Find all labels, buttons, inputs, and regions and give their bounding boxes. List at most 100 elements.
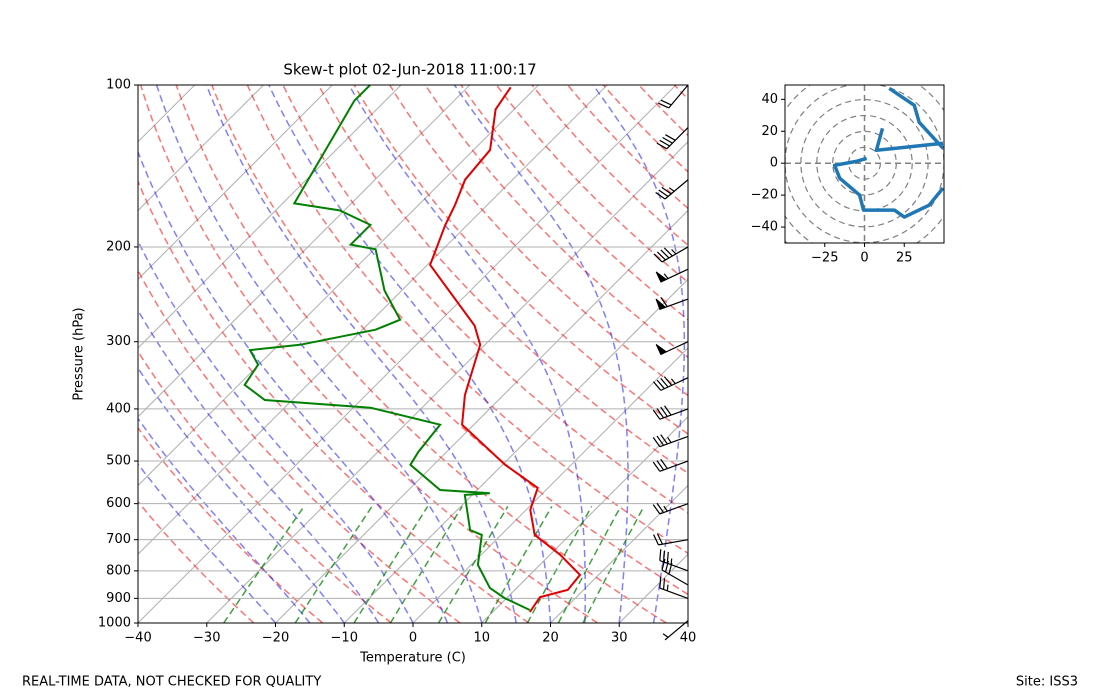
- profile-line: [243, 85, 531, 611]
- wind-barb: [652, 458, 689, 472]
- mixing-ratio-line: [582, 506, 645, 623]
- barb-staff: [659, 549, 689, 572]
- y-tick-label: −40: [751, 220, 778, 235]
- isotherm: [275, 209, 688, 623]
- wind-barb: [655, 179, 689, 200]
- x-tick-label: 20: [542, 631, 559, 646]
- moist-adiabat: [453, 85, 629, 623]
- dry-adiabat: [138, 426, 324, 623]
- dry-adiabat: [673, 85, 688, 100]
- barb-staff: [659, 576, 689, 599]
- isotherm: [138, 85, 539, 487]
- barb-staff: [652, 376, 689, 391]
- wind-barb: [655, 268, 689, 283]
- x-tick-label: −20: [262, 631, 289, 646]
- x-tick-label: 10: [473, 631, 490, 646]
- mixing-ratio-line: [557, 506, 622, 623]
- y-tick-label: 400: [106, 401, 131, 416]
- barb-staff: [662, 620, 689, 641]
- mixing-ratio-line: [353, 505, 429, 623]
- barb-staff: [652, 405, 689, 420]
- barb-staff: [652, 458, 689, 472]
- moist-adiabat: [205, 85, 517, 623]
- isotherm: [618, 553, 688, 623]
- mixing-ratio-line: [526, 506, 593, 623]
- dry-adiabat: [246, 85, 688, 555]
- isotherm: [138, 85, 608, 555]
- barb-staff: [661, 558, 689, 586]
- dry-adiabat: [389, 85, 688, 397]
- moist-adiabat: [138, 417, 311, 623]
- moist-adiabat: [155, 85, 483, 623]
- x-tick-label: −25: [811, 251, 838, 266]
- x-tick-label: −40: [124, 631, 151, 646]
- mixing-ratio-line: [223, 505, 305, 623]
- isotherm: [343, 278, 688, 623]
- moist-adiabat: [348, 85, 587, 623]
- isotherm: [0, 85, 57, 623]
- profile-line: [428, 86, 582, 613]
- x-axis-label: Temperature (C): [359, 651, 466, 666]
- dry-adiabat: [495, 85, 688, 284]
- background-lines: [0, 85, 1100, 623]
- chart-title: Skew-t plot 02-Jun-2018 11:00:17: [283, 61, 536, 79]
- hodograph-line: [832, 86, 944, 219]
- dry-adiabat: [139, 85, 599, 623]
- footer-note: REAL-TIME DATA, NOT CHECKED FOR QUALITY: [22, 675, 321, 690]
- barb-flag: [655, 271, 668, 283]
- y-tick-label: 20: [761, 124, 778, 139]
- barb-staff: [655, 179, 689, 200]
- x-tick-label: 25: [896, 251, 913, 266]
- mixing-ratio-line: [484, 506, 553, 623]
- wind-barb: [661, 558, 689, 586]
- isotherm: [138, 85, 264, 212]
- dry-adiabat: [211, 85, 688, 596]
- barb-staff: [658, 84, 689, 109]
- y-tick-label: 800: [106, 563, 131, 578]
- wind-barb: [656, 127, 689, 150]
- mixing-ratio-line: [437, 506, 509, 623]
- isotherm: [550, 484, 688, 623]
- y-tick-label: 1000: [98, 616, 131, 631]
- wind-barb: [653, 246, 689, 263]
- dry-adiabat: [710, 85, 1100, 623]
- dry-adiabat: [138, 179, 530, 623]
- dry-adiabat: [138, 350, 392, 623]
- isotherm: [138, 85, 677, 623]
- isotherm: [206, 141, 688, 623]
- y-tick-label: 700: [106, 532, 131, 547]
- axes-frame: [137, 84, 689, 624]
- isotherm: [138, 85, 333, 280]
- dry-adiabat: [317, 85, 688, 475]
- site-label: Site: ISS3: [1016, 675, 1078, 690]
- wind-barb: [659, 576, 689, 599]
- x-tick-label: 30: [611, 631, 628, 646]
- dry-adiabat: [460, 85, 688, 321]
- dry-adiabat: [638, 85, 688, 137]
- y-tick-label: 300: [106, 334, 131, 349]
- y-tick-label: 100: [106, 78, 131, 93]
- moist-adiabat: [592, 85, 686, 623]
- moist-adiabat: [138, 239, 414, 623]
- wind-barb: [652, 434, 689, 448]
- x-tick-label: −10: [331, 631, 358, 646]
- isotherm: [481, 416, 688, 623]
- dry-adiabat: [138, 500, 255, 623]
- y-tick-label: −20: [751, 188, 778, 203]
- hodograph-trace: [832, 86, 944, 219]
- wind-barb: [655, 296, 689, 310]
- dry-adiabat: [746, 85, 1100, 623]
- wind-barb: [659, 549, 689, 572]
- y-axis-label: Pressure (hPa): [72, 307, 87, 400]
- wind-barb: [658, 84, 689, 109]
- y-tick-label: 900: [106, 591, 131, 606]
- moist-adiabat: [138, 309, 380, 623]
- y-tick-label: 200: [106, 239, 131, 254]
- barb-staff: [656, 127, 689, 150]
- wind-barb: [662, 620, 689, 641]
- profiles: [243, 85, 582, 613]
- y-tick-label: 600: [106, 496, 131, 511]
- wind-barb: [652, 376, 689, 391]
- barb-staff: [652, 434, 689, 448]
